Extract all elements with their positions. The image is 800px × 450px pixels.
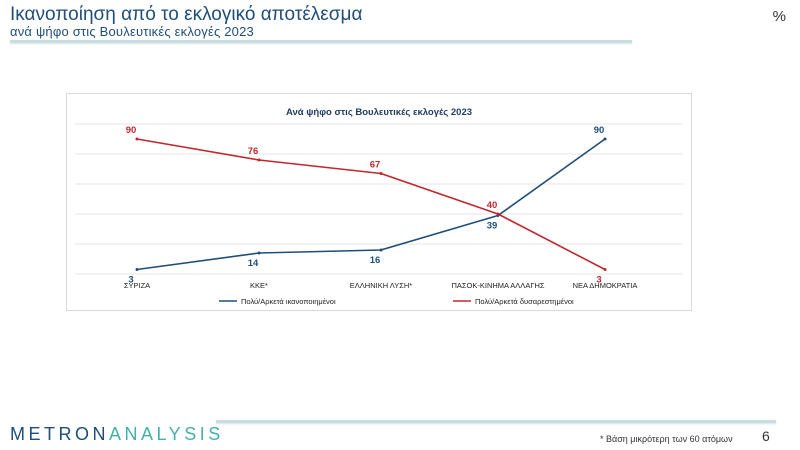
data-point-satisfied: [379, 248, 383, 252]
data-label-dissatisfied: 40: [487, 200, 498, 211]
footer-divider: [216, 420, 776, 423]
data-label-dissatisfied: 76: [248, 146, 259, 157]
data-point-satisfied: [135, 268, 139, 271]
data-label-satisfied: 16: [370, 255, 381, 266]
header-divider: [10, 40, 632, 43]
data-point-dissatisfied: [496, 212, 500, 216]
data-point-dissatisfied: [135, 137, 139, 141]
data-point-satisfied: [603, 137, 607, 141]
data-label-satisfied: 39: [487, 221, 498, 232]
data-point-satisfied: [257, 251, 261, 255]
brand-logo: METRONANALYSIS: [10, 424, 224, 445]
page-number: 6: [762, 428, 770, 444]
data-point-dissatisfied: [379, 172, 383, 175]
x-tick-label: ΝΕΑ ΔΗΜΟΚΡΑΤΙΑ: [573, 281, 638, 290]
legend-label-dissatisfied: Πολύ/Αρκετά δυσαρεστημένοι: [475, 297, 574, 306]
data-label-dissatisfied: 3: [596, 275, 601, 286]
line-chart: Ανά ψήφο στις Βουλευτικές εκλογές 2023 3 1…: [66, 93, 692, 311]
unit-label: %: [772, 8, 786, 25]
chart-svg: Ανά ψήφο στις Βουλευτικές εκλογές 2023 3 1…: [75, 107, 683, 306]
brand-part1: METRON: [10, 424, 109, 444]
page-title: Ικανοποίηση από το εκλογικό αποτέλεσμα: [10, 4, 363, 25]
brand-part2: ANALYSIS: [109, 424, 224, 444]
legend-label-satisfied: Πολύ/Αρκετά ικανοποιημένοι: [241, 297, 336, 306]
data-label-dissatisfied: 90: [126, 125, 137, 136]
data-point-dissatisfied: [257, 158, 261, 162]
x-tick-label: ΠΑΣΟΚ-ΚΙΝΗΜΑ ΑΛΛΑΓΗΣ: [451, 281, 544, 290]
data-label-satisfied: 14: [248, 258, 259, 269]
data-point-dissatisfied: [603, 268, 607, 271]
chart-title: Ανά ψήφο στις Βουλευτικές εκλογές 2023: [286, 107, 472, 118]
x-tick-label: ΕΛΛΗΝΙΚΗ ΛΥΣΗ*: [350, 281, 413, 290]
data-label-dissatisfied: 67: [370, 160, 381, 171]
data-label-satisfied: 3: [128, 275, 133, 286]
footnote: * Βάση μικρότερη των 60 ατόμων: [600, 434, 733, 444]
data-label-satisfied: 90: [594, 125, 605, 136]
page-subtitle: ανά ψήφο στις Βουλευτικές εκλογές 2023: [10, 24, 254, 39]
x-tick-label: ΚΚΕ*: [250, 281, 268, 290]
x-tick-label: ΣΥΡΙΖΑ: [124, 281, 150, 290]
